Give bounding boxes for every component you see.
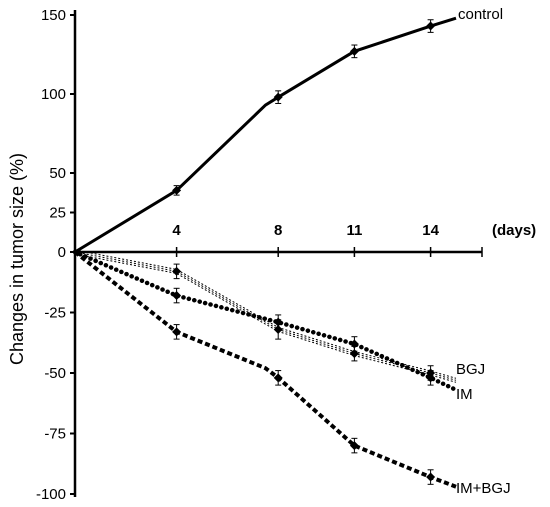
x-tick-label: 14 [422, 222, 439, 239]
marker-im [349, 339, 359, 349]
y-tick-label: -100 [36, 486, 66, 503]
y-tick-label: 0 [58, 244, 66, 261]
x-tick-label: 11 [346, 222, 362, 239]
y-tick-label: -50 [44, 365, 66, 382]
marker-im [426, 373, 436, 383]
series-label-im: IM [456, 386, 473, 403]
y-tick-label: -25 [44, 305, 66, 322]
marker-im [172, 291, 182, 301]
y-tick-label: 100 [41, 86, 66, 103]
marker-im-bgj [426, 472, 436, 482]
x-tick-label: 4 [172, 222, 181, 239]
x-tick-label: 8 [274, 222, 282, 239]
series-line-im-bgj [73, 250, 457, 489]
marker-bgj [172, 266, 182, 276]
marker-control [426, 21, 436, 31]
series-line-control [74, 16, 457, 254]
marker-im-bgj [349, 441, 359, 451]
marker-control [349, 46, 359, 56]
series-line-bgj [74, 251, 457, 381]
marker-control [273, 92, 283, 102]
marker-im-bgj [273, 373, 283, 383]
marker-im [273, 317, 283, 327]
series-label-im-bgj: IM+BGJ [456, 480, 511, 497]
series-label-control: control [458, 6, 503, 23]
marker-im-bgj [172, 327, 182, 337]
y-tick-label: 50 [49, 165, 66, 182]
marker-control [172, 185, 182, 195]
y-tick-label: 25 [49, 205, 66, 222]
y-tick-label: 150 [41, 7, 66, 24]
axes [70, 10, 483, 497]
tick-labels: 150 100 50 25 0 -25 -50 -75 -100 4 8 11 14 [36, 7, 440, 503]
data-markers [172, 19, 436, 485]
series-labels: control BGJ IM IM+BGJ [456, 6, 511, 497]
y-tick-label: -75 [44, 426, 66, 443]
series-line-bgj [74, 249, 457, 379]
series-label-bgj: BGJ [456, 361, 485, 378]
y-axis-title: Changes in tumor size (%) [7, 153, 27, 365]
series-line-bgj [74, 253, 457, 383]
x-axis-title: (days) [492, 222, 536, 239]
series-line-im [72, 249, 459, 393]
